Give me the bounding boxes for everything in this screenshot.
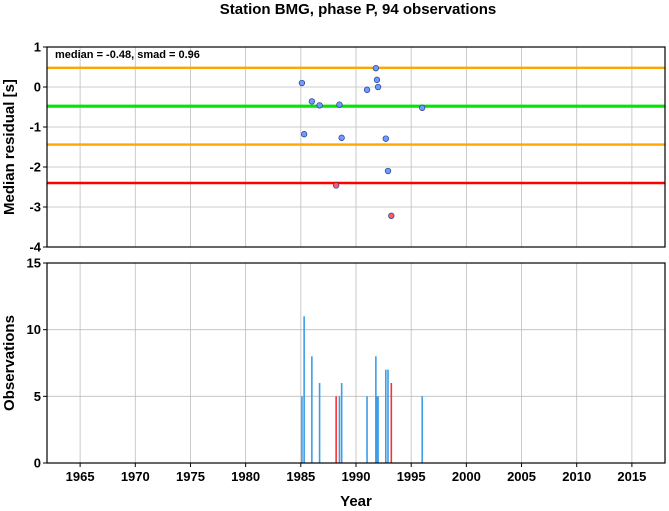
bar — [335, 396, 337, 463]
stats-annotation: median = -0.48, smad = 0.96 — [55, 49, 200, 61]
data-point — [374, 83, 382, 91]
y-tick-label: -3 — [29, 200, 41, 215]
bar — [301, 396, 303, 463]
y-axis-label: Median residual [s] — [1, 79, 18, 215]
bar — [338, 396, 341, 463]
x-tick-label: 1975 — [176, 469, 205, 484]
bar — [384, 369, 387, 463]
bar — [387, 369, 389, 463]
x-tick-label: 2000 — [452, 469, 481, 484]
chart-title: Station BMG, phase P, 94 observations — [220, 1, 496, 18]
x-axis-label: Year — [340, 493, 372, 510]
y-tick-label: 5 — [34, 389, 41, 404]
bar — [366, 396, 368, 463]
bar — [303, 316, 305, 463]
data-point — [372, 65, 380, 72]
y-axis-label: Observations — [1, 315, 18, 411]
y-tick-label: 0 — [34, 456, 41, 471]
bar — [377, 396, 379, 463]
y-tick-label: 0 — [34, 80, 41, 95]
x-tick-label: 2010 — [562, 469, 591, 484]
bar — [376, 396, 378, 463]
bar — [390, 383, 393, 463]
residual-panel: median = -0.48, smad = 0.96 1 0 -1 -2 -3 -4 Med… — [1, 40, 666, 255]
x-tick-label: 1980 — [231, 469, 260, 484]
data-point — [332, 182, 340, 189]
observations-panel: 15 10 5 0 1965 1970 1975 1980 1985 1990 1995 2000 20… — [1, 256, 666, 510]
y-tick-label: 10 — [27, 322, 41, 337]
y-tick-label: -4 — [29, 240, 41, 255]
data-point — [363, 86, 371, 93]
x-tick-label: 1970 — [121, 469, 150, 484]
data-point — [336, 101, 343, 108]
bar — [340, 383, 343, 463]
x-tick-label: 1990 — [342, 469, 371, 484]
x-tick-label: 1985 — [286, 469, 315, 484]
bar — [375, 356, 377, 463]
data-point — [382, 135, 389, 142]
y-tick-label: -1 — [29, 120, 41, 135]
data-point — [388, 212, 395, 219]
data-point — [338, 134, 345, 141]
data-point — [298, 79, 306, 87]
data-point — [316, 102, 323, 109]
x-tick-label: 2005 — [507, 469, 536, 484]
x-tick-label: 1965 — [66, 469, 95, 484]
plot-frame — [46, 46, 666, 248]
data-point — [419, 104, 426, 111]
bar — [311, 356, 313, 463]
data-point — [384, 167, 392, 175]
data-point — [300, 131, 308, 138]
data-point — [308, 98, 316, 105]
x-tick-label: 1995 — [397, 469, 426, 484]
bar — [421, 396, 424, 463]
x-tick-label: 2015 — [617, 469, 646, 484]
y-tick-label: 1 — [34, 40, 41, 55]
data-point — [373, 76, 381, 83]
y-tick-label: 15 — [27, 256, 41, 271]
y-tick-label: -2 — [29, 160, 41, 175]
bar — [318, 383, 321, 463]
